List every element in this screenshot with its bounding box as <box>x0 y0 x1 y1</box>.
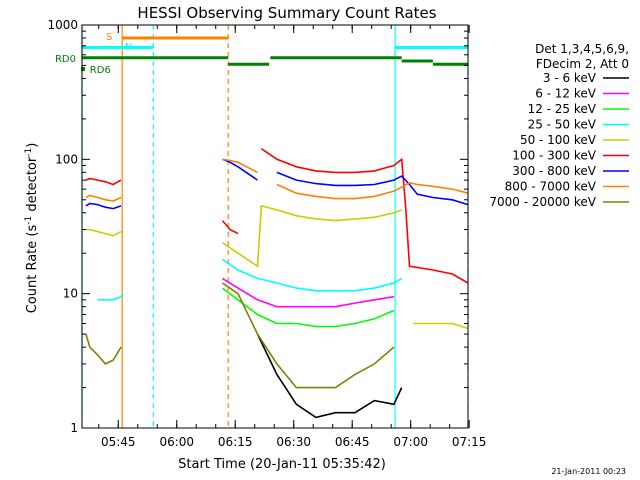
legend-label-1: 6 - 12 keV <box>535 87 597 101</box>
series-line-5-3 <box>221 220 239 235</box>
y-axis-label-end: ) <box>25 143 40 148</box>
series-line-6-1 <box>85 202 122 210</box>
night-label: N <box>125 42 132 53</box>
legend-title-line-2: FDecim 2, Att 0 <box>536 57 629 71</box>
plot-frame <box>81 24 469 429</box>
series-line-0-7 <box>256 333 403 419</box>
y-axis-label-sup2: -1 <box>24 148 34 157</box>
footer-date: 21-Jan-2011 00:23 <box>551 467 626 476</box>
series-line-7-3 <box>222 158 258 174</box>
rd6-label: RD6 <box>90 65 111 76</box>
x-tick-label: 06:30 <box>276 435 311 449</box>
x-tick-label: 07:00 <box>393 435 428 449</box>
y-axis-label-main: Count Rate (s <box>25 225 40 314</box>
series-line-4-4 <box>413 322 469 330</box>
series-line-7-4 <box>276 181 469 200</box>
y-tick-label: 1000 <box>47 18 78 32</box>
y-tick-label: 100 <box>55 152 78 166</box>
legend-label-5: 100 - 300 keV <box>512 149 596 163</box>
legend-title-line-1: Det 1,3,4,5,6,9, <box>535 42 629 56</box>
saa-label: S <box>106 32 112 43</box>
chart-title: HESSI Observing Summary Count Rates <box>137 4 436 22</box>
legend-label-2: 12 - 25 keV <box>528 102 597 116</box>
x-tick-label: 06:00 <box>159 435 194 449</box>
series-line-2-2 <box>221 287 395 328</box>
legend-label-7: 800 - 7000 keV <box>505 180 597 194</box>
legend: Det 1,3,4,5,6,9, FDecim 2, Att 0 3 - 6 k… <box>489 42 629 209</box>
y-axis-label-sup1: -1 <box>24 216 34 225</box>
y-axis-label: Count Rate (s-1 detector-1) <box>24 143 40 314</box>
series-line-7-1 <box>85 194 122 202</box>
series-line-4-1 <box>85 228 122 237</box>
rd0-label: RD0 <box>55 54 76 65</box>
y-tick-label: 10 <box>63 287 78 301</box>
y-tick-label: 1 <box>70 421 78 435</box>
x-axis-label: Start Time (20-Jan-11 05:35:42) <box>178 457 386 472</box>
rd6-marker <box>81 67 85 72</box>
series-line-6-3 <box>222 158 258 181</box>
legend-label-4: 50 - 100 keV <box>520 133 597 147</box>
x-tick-label: 07:15 <box>452 435 487 449</box>
legend-label-6: 300 - 800 keV <box>512 164 596 178</box>
x-tick-label: 05:45 <box>101 435 136 449</box>
series-line-8-3 <box>221 282 395 389</box>
series-line-6-4 <box>276 171 469 206</box>
series-line-8-1 <box>85 333 122 365</box>
legend-label-0: 3 - 6 keV <box>543 71 597 85</box>
legend-label-3: 25 - 50 keV <box>528 118 597 132</box>
series-line-3-4 <box>221 258 403 292</box>
series-line-3-2 <box>97 293 124 301</box>
series-line-4-3 <box>221 204 402 268</box>
x-tick-label: 06:15 <box>218 435 253 449</box>
series-line-5-1 <box>85 177 122 186</box>
x-tick-label: 06:45 <box>335 435 370 449</box>
series-line-5-5 <box>260 148 469 284</box>
y-axis-label-mid: detector <box>25 156 40 216</box>
legend-label-8: 7000 - 20000 keV <box>489 195 596 209</box>
series-line-1-2 <box>221 277 395 308</box>
